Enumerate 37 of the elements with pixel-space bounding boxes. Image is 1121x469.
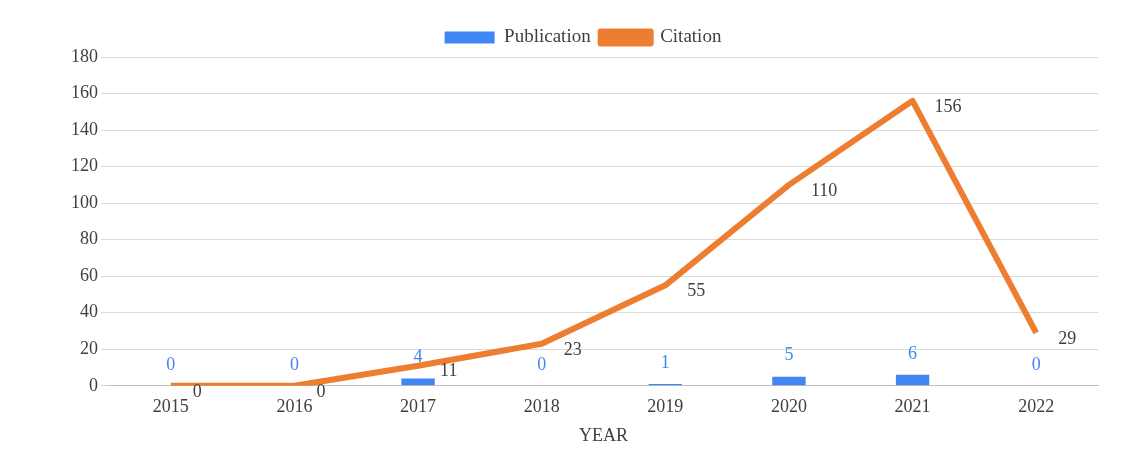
y-tick-label: 80 bbox=[80, 228, 98, 249]
y-tick-label: 0 bbox=[89, 374, 98, 395]
y-tick-label: 180 bbox=[71, 45, 98, 66]
data-label: 1 bbox=[660, 351, 670, 372]
y-tick-label: 160 bbox=[71, 82, 98, 103]
y-tick-label: 60 bbox=[80, 264, 98, 285]
data-label: 156 bbox=[934, 95, 962, 116]
data-label: 29 bbox=[1058, 327, 1077, 348]
y-tick-label: 100 bbox=[71, 191, 98, 212]
data-label: 55 bbox=[687, 280, 706, 301]
data-label: 0 bbox=[166, 353, 176, 374]
data-label: 5 bbox=[784, 344, 794, 365]
x-tick-label: 2018 bbox=[523, 396, 560, 417]
legend-label: Publication bbox=[504, 25, 592, 47]
y-tick-label: 140 bbox=[71, 118, 98, 139]
y-tick-label: 120 bbox=[71, 155, 98, 176]
x-tick-label: 2017 bbox=[400, 396, 437, 417]
data-label: 0 bbox=[192, 380, 202, 401]
x-tick-label: 2022 bbox=[1018, 396, 1055, 417]
data-label: 23 bbox=[563, 338, 582, 359]
x-axis-title: YEAR bbox=[579, 424, 628, 445]
x-tick-label: 2021 bbox=[894, 396, 931, 417]
data-label: 110 bbox=[810, 179, 838, 200]
data-label: 6 bbox=[908, 342, 918, 363]
data-label: 0 bbox=[1031, 353, 1041, 374]
data-label: 0 bbox=[316, 380, 326, 401]
data-label: 0 bbox=[537, 353, 547, 374]
x-tick-label: 2020 bbox=[770, 396, 807, 417]
x-tick-label: 2019 bbox=[647, 396, 684, 417]
y-tick-label: 20 bbox=[80, 338, 98, 358]
x-tick-label: 2016 bbox=[276, 396, 313, 417]
y-tick-label: 40 bbox=[80, 301, 98, 322]
data-label: 0 bbox=[289, 353, 299, 374]
data-label: 11 bbox=[440, 360, 458, 381]
x-tick-label: 2015 bbox=[152, 396, 189, 417]
data-label: 4 bbox=[413, 346, 423, 367]
legend-label: Citation bbox=[660, 25, 722, 47]
